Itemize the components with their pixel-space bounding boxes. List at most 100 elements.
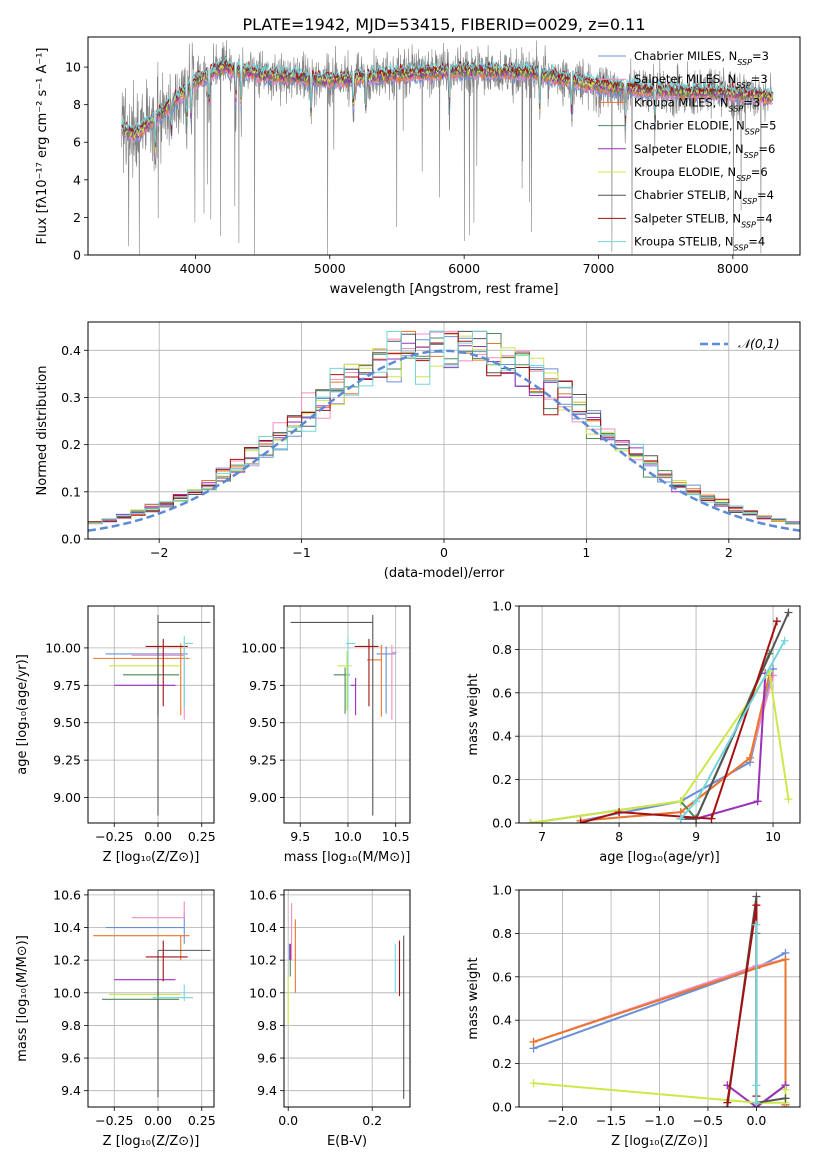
y-tick-label: 1.0 <box>492 883 512 898</box>
y-tick-label: 9.50 <box>53 715 81 730</box>
y-tick-label: 9.8 <box>257 1018 277 1033</box>
panel-mass_vs_ebv: 0.0 0.2 9.4 9.6 9.8 10.0 10.2 10.4 10.6 E(B-V) <box>249 887 411 1149</box>
x-axis-label: wavelength [Angstrom, rest frame] <box>330 282 559 297</box>
weight-series-5 <box>526 667 793 823</box>
x-axis-label: age [log₁₀(age/yr)] <box>599 850 720 865</box>
weight-point <box>692 797 701 806</box>
errorbar-2 <box>93 935 190 961</box>
y-tick-label: 0.4 <box>492 1013 512 1028</box>
x-tick-label: 4000 <box>180 261 212 276</box>
weight-point <box>676 797 685 806</box>
axes-frame <box>518 889 801 1108</box>
weight-line <box>580 620 778 823</box>
x-tick-label: 8000 <box>717 261 749 276</box>
weight-line <box>680 612 790 820</box>
weight-line <box>530 653 771 823</box>
weight-point <box>752 1081 761 1090</box>
weight-point <box>752 920 761 929</box>
weight-point <box>745 753 754 762</box>
y-axis-label: mass weight <box>466 673 481 755</box>
y-tick-label: 0.1 <box>61 484 81 499</box>
y-tick-label: 9.50 <box>249 715 277 730</box>
legend-label: Chabrier ELODIE, NSSP=5 <box>634 119 776 137</box>
y-tick-label: 10.0 <box>53 985 81 1000</box>
errorbar-3 <box>123 667 179 714</box>
y-tick-label: 9.25 <box>53 753 81 768</box>
weight-point <box>752 1098 761 1107</box>
errorbar-0 <box>376 646 396 714</box>
y-tick-label: 0.0 <box>492 1100 512 1115</box>
weight-point <box>780 636 789 645</box>
weight-series-7 <box>723 901 761 1107</box>
y-tick-label: 10.2 <box>249 953 277 968</box>
panel-residuals: −2 −1 0 1 2 0.0 0.1 0.2 0.3 0.4 (data-model)/error… <box>35 321 801 581</box>
axes-frame <box>87 36 801 256</box>
x-tick-label: 9 <box>692 829 700 844</box>
y-tick-label: 10.4 <box>53 920 81 935</box>
errorbar-6 <box>157 949 211 1098</box>
axes-frame <box>518 605 801 824</box>
weight-series-8 <box>752 920 761 1107</box>
weight-line <box>533 958 787 1105</box>
panel-age_vs_Z: −0.25 0.00 0.25 9.00 9.25 9.50 9.75 10.00 Z [log… <box>15 605 216 865</box>
y-tick-label: 9.6 <box>61 1051 81 1066</box>
y-tick-label: 6 <box>73 135 81 150</box>
weight-point <box>707 814 716 823</box>
weight-point <box>529 1037 538 1046</box>
axes-frame <box>87 605 215 824</box>
x-tick-label: 0.2 <box>362 1113 382 1128</box>
y-axis-label: age [log₁₀(age/yr)] <box>15 654 30 775</box>
y-axis-label: Flux [fλ10⁻¹⁷ erg cm⁻² s⁻¹ A⁻¹] <box>35 48 50 245</box>
y-tick-label: 9.00 <box>53 790 81 805</box>
model-spectrum-8 <box>121 56 774 143</box>
errorbar-7 <box>145 940 188 982</box>
x-tick-label: 10.5 <box>382 829 410 844</box>
weight-series-3 <box>526 649 774 823</box>
errorbar-1 <box>131 901 185 919</box>
errorbar-7 <box>354 638 379 707</box>
legend-label: 𝒩(0,1) <box>738 336 780 351</box>
plot-area <box>93 614 211 816</box>
errorbar-6 <box>157 614 211 816</box>
errorbar-2 <box>93 643 190 716</box>
weight-point <box>752 901 761 910</box>
weight-line <box>726 905 758 1103</box>
x-tick-label: −0.25 <box>95 829 133 844</box>
errorbar-3 <box>102 991 179 1019</box>
weight-point <box>781 1085 790 1094</box>
panel-weight_vs_age: 7 8 9 10 0.0 0.2 0.4 0.6 0.8 1.0 age [log₁₀(age/yr… <box>466 599 801 865</box>
errorbar-4 <box>114 979 176 988</box>
errorbar-8 <box>346 635 356 708</box>
y-tick-label: 0.2 <box>492 772 512 787</box>
plot-area <box>529 892 790 1107</box>
x-tick-label: 0 <box>440 545 448 560</box>
x-tick-label: 10.0 <box>334 829 362 844</box>
weight-series-8 <box>676 636 789 823</box>
legend-label: Salpeter ELODIE, NSSP=6 <box>634 142 775 160</box>
errorbar-6 <box>290 614 374 816</box>
y-axis-label: mass [log₁₀(M/M⊙)] <box>15 935 30 1062</box>
errorbar-5 <box>109 986 181 1011</box>
errorbar-8 <box>183 635 193 708</box>
x-tick-label: 0.0 <box>278 1113 298 1128</box>
y-tick-label: 8 <box>73 97 81 112</box>
plot-area <box>93 901 211 1098</box>
weight-series-7 <box>576 617 781 823</box>
weight-point <box>615 808 624 817</box>
weight-line <box>530 668 790 823</box>
plot-area <box>526 608 793 823</box>
y-tick-label: 1.0 <box>492 599 512 614</box>
y-axis-label: mass weight <box>466 957 481 1039</box>
y-tick-label: 9.8 <box>61 1018 81 1033</box>
y-tick-label: 0 <box>73 248 81 263</box>
y-tick-label: 0.2 <box>61 437 81 452</box>
figure-title: PLATE=1942, MJD=53415, FIBERID=0029, z=0… <box>242 15 645 34</box>
weight-point <box>576 819 585 823</box>
y-tick-label: 0.6 <box>492 969 512 984</box>
x-tick-label: 1 <box>582 545 590 560</box>
y-tick-label: 4 <box>73 172 81 187</box>
weight-point <box>723 1098 732 1107</box>
y-tick-label: 9.6 <box>257 1051 277 1066</box>
weight-point <box>753 797 762 806</box>
x-tick-label: 8 <box>615 829 623 844</box>
